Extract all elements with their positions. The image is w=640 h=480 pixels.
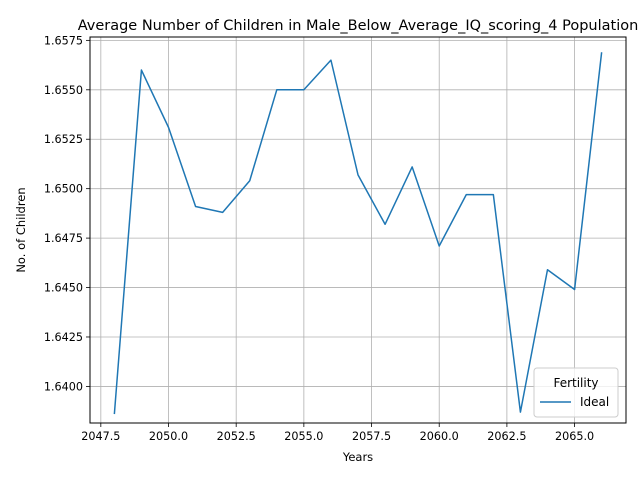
x-tick-label: 2047.5 [81,430,120,443]
chart-title: Average Number of Children in Male_Below… [78,18,639,34]
x-tick-label: 2050.0 [149,430,188,443]
y-tick-label: 1.6450 [44,282,83,295]
x-tick-label: 2062.5 [487,430,526,443]
y-tick-label: 1.6550 [44,84,83,97]
y-tick-label: 1.6400 [44,380,83,393]
plot-frame [89,36,627,424]
y-tick-label: 1.6525 [44,133,83,146]
legend-label-ideal: Ideal [580,395,609,409]
legend: Fertility Ideal [533,367,619,418]
y-tick-label: 1.6475 [44,232,83,245]
grid [90,37,626,423]
legend-title: Fertility [553,376,598,390]
x-tick-label: 2065.0 [555,430,594,443]
x-tick-label: 2060.0 [420,430,459,443]
y-tick-label: 1.6575 [44,34,83,47]
y-tick-label: 1.6500 [44,183,83,196]
x-tick-label: 2057.5 [352,430,391,443]
series-lines [113,52,603,415]
x-ticks: 2047.5 2050.0 2052.5 2055.0 2057.5 2060.0 2062… [81,423,594,443]
y-tick-label: 1.6425 [44,331,83,344]
x-tick-label: 2052.5 [217,430,256,443]
legend-box [533,367,619,418]
y-ticks: 1.6400 1.6425 1.6450 1.6475 1.6500 1.6525 1.65… [44,34,90,393]
y-axis-label: No. of Children [14,187,28,272]
x-tick-label: 2055.0 [284,430,323,443]
x-axis-label: Years [342,450,373,464]
